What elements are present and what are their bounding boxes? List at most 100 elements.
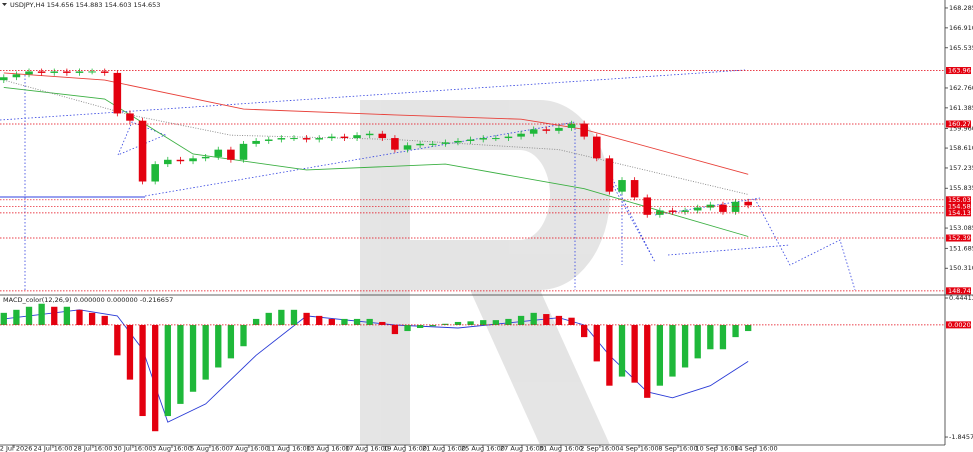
macd-bar <box>353 318 361 325</box>
candle-body <box>428 143 437 145</box>
macd-bar <box>51 306 58 325</box>
macd-bar <box>656 324 664 386</box>
macd-bar <box>13 309 20 325</box>
candle-body <box>592 136 601 159</box>
macd-bar <box>152 324 159 432</box>
candle-body <box>63 71 71 73</box>
x-tick-label: 5 Aug 16:00 <box>190 445 230 452</box>
macd-bar <box>568 317 575 325</box>
level-label-bg <box>946 196 971 204</box>
macd-bar <box>644 324 651 398</box>
y-tick-label: 168.285 <box>949 4 973 12</box>
candle-body <box>643 197 652 215</box>
y-tick-label: -1.845763 <box>949 433 973 441</box>
candle-body <box>454 140 462 143</box>
indicator-title: MACD_color(12,26,9) 0.000000 0.000000 -0… <box>3 296 173 304</box>
macd-bar <box>215 324 222 368</box>
macd-bar <box>265 312 272 325</box>
macd-bar <box>25 306 33 325</box>
level-label: 154.136 <box>948 209 973 217</box>
candle-body <box>25 71 33 75</box>
y-tick-label: 166.910 <box>949 24 973 32</box>
candle-body <box>378 133 387 139</box>
candle-body <box>227 149 235 160</box>
candle-body <box>529 129 538 134</box>
x-tick-label: 7 Aug 16:00 <box>229 445 269 452</box>
macd-bar <box>177 324 184 404</box>
candle-body <box>479 138 488 140</box>
x-tick-label: 24 Jul 16:00 <box>33 445 72 452</box>
candle-body <box>567 123 576 128</box>
macd-bar <box>0 312 7 325</box>
macd-bar <box>593 324 600 362</box>
y-tick-label: 0.444135 <box>949 294 973 302</box>
level-label-bg <box>946 202 971 210</box>
macd-bar <box>681 324 689 368</box>
macd-bar <box>341 318 348 325</box>
candle-body <box>100 71 109 73</box>
level-label-bg <box>946 234 971 242</box>
menu-arrow[interactable] <box>2 3 7 6</box>
x-tick-label: 21 Aug 16:00 <box>422 445 466 452</box>
macd-bar <box>429 324 436 327</box>
candle-body <box>0 77 8 81</box>
candle-body <box>138 120 147 182</box>
macd-bar <box>328 318 335 325</box>
candle-body <box>75 71 84 73</box>
candle-body <box>706 204 715 208</box>
y-tick-label: 155.835 <box>949 184 973 192</box>
y-tick-label: 158.610 <box>949 144 973 152</box>
x-tick-label: 8 Sep 16:00 <box>658 445 697 452</box>
y-tick-label: 151.685 <box>949 244 973 252</box>
candle-body <box>12 74 21 78</box>
candle-body <box>239 143 248 160</box>
macd-bar <box>555 315 563 325</box>
x-tick-label: 28 Jul 16:00 <box>73 445 112 452</box>
level-label: 152.397 <box>948 234 973 242</box>
macd-bar <box>63 306 71 325</box>
macd-bar <box>442 323 449 325</box>
macd-bar <box>202 324 209 380</box>
x-tick-label: 11 Aug 16:00 <box>267 445 311 452</box>
y-tick-label: 159.960 <box>949 125 973 133</box>
x-tick-label: 13 Aug 16:00 <box>306 445 350 452</box>
y-tick-label: 161.385 <box>949 104 973 112</box>
indicator-line <box>3 79 749 195</box>
level-label: 160.271 <box>948 120 973 128</box>
macd-bar <box>480 320 487 325</box>
macd-bar <box>404 324 411 332</box>
candle-body <box>340 136 349 139</box>
candle-body <box>290 138 298 140</box>
x-tick-label: 3 Aug 16:00 <box>152 445 192 452</box>
macd-bar <box>278 309 285 325</box>
macd-bar <box>139 324 146 417</box>
level-label-bg <box>946 120 971 128</box>
macd-bar <box>732 324 739 338</box>
macd-bar <box>88 312 96 325</box>
candle-body <box>264 139 273 141</box>
x-tick-label: 19 Aug 16:00 <box>383 445 427 452</box>
macd-bar <box>316 315 323 325</box>
macd-bar <box>227 324 235 359</box>
macd-bar <box>669 324 676 377</box>
macd-bar <box>581 324 588 338</box>
candle-body <box>630 180 639 198</box>
candle-body <box>277 138 286 140</box>
candle-body <box>88 71 96 73</box>
candle-body <box>517 133 525 137</box>
candle-body <box>189 158 197 162</box>
macd-bar <box>745 324 752 332</box>
candle-body <box>37 71 46 73</box>
candle-body <box>719 204 727 212</box>
candle-body <box>176 159 185 162</box>
macd-bar <box>492 320 499 325</box>
candle-body <box>151 164 159 182</box>
macd-bar <box>454 321 462 325</box>
y-tick-label: 162.760 <box>949 84 973 92</box>
macd-bar <box>126 324 134 380</box>
candle-body <box>542 129 551 131</box>
macd-bar <box>164 324 171 417</box>
y-tick-label: 165.535 <box>949 44 973 52</box>
candle-body <box>555 127 563 131</box>
x-tick-label: 30 Jul 16:00 <box>113 445 152 452</box>
